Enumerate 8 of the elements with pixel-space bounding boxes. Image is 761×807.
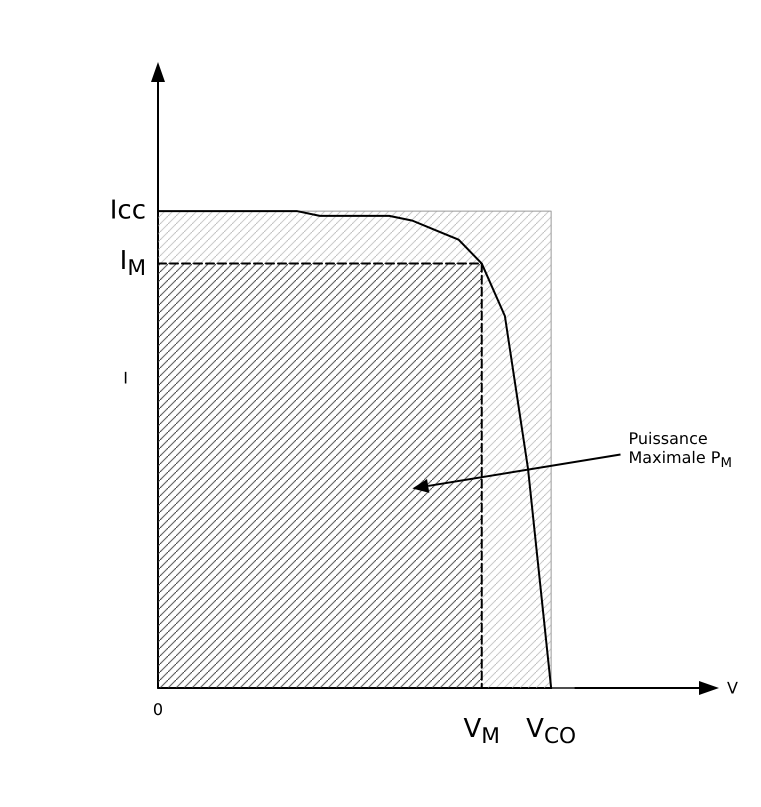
annotation: Puissance Maximale P$_{M}$ [628,428,732,472]
x-tick-label: V$_{M}$ [464,714,500,750]
annotation: Icc [110,195,146,227]
x-axis-title: V [727,678,738,698]
x-tick-label: 0 [152,700,164,720]
annotation: I$_{M}$ [120,245,146,282]
x-tick-label: V$_{CO}$ [526,714,576,750]
y-axis-title: I [123,368,128,388]
